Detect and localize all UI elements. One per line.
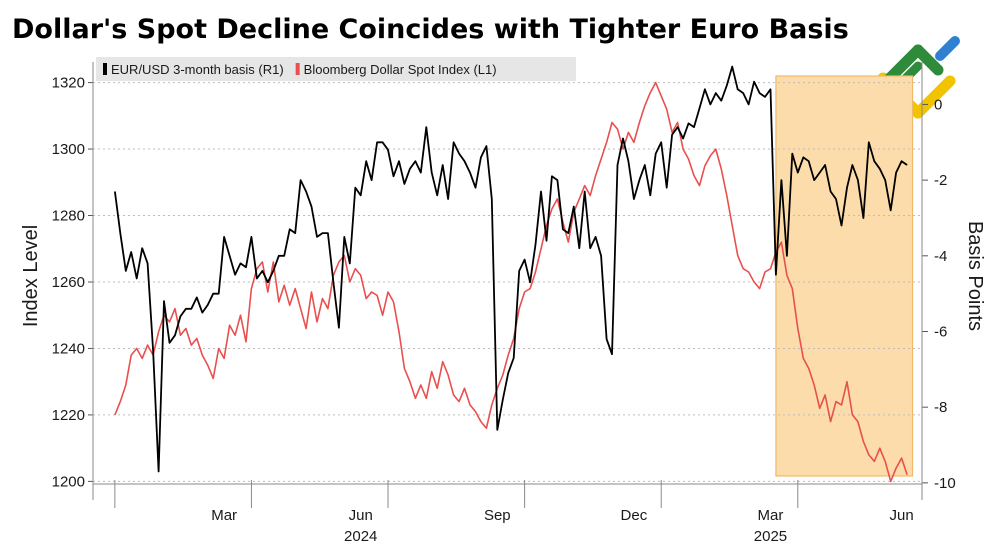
y-tick-label-left: 1280: [52, 208, 85, 225]
y-tick-label-left: 1260: [52, 274, 85, 291]
logo-yellow-stroke: [912, 75, 956, 119]
y-axis-left-title: Index Level: [20, 225, 42, 327]
legend-swatch: [103, 63, 107, 75]
chart-title: Dollar's Spot Decline Coincides with Tig…: [12, 14, 849, 45]
x-tick-label: Dec: [621, 507, 648, 524]
logo-green-stroke: [912, 44, 944, 76]
y-tick-label-right: -10: [934, 475, 956, 492]
y-tick-label-right: -6: [934, 323, 947, 340]
y-tick-label-left: 1300: [52, 141, 85, 158]
y-axis-right-title: Basis Points: [964, 221, 986, 331]
plot-area: [88, 62, 928, 508]
legend-label: Bloomberg Dollar Spot Index (L1): [304, 62, 497, 77]
x-year-label: 2025: [754, 528, 787, 545]
legend-background: [96, 57, 576, 81]
legend-swatch: [295, 63, 300, 75]
y-tick-label-left: 1240: [52, 340, 85, 357]
x-year-label: 2024: [344, 528, 377, 545]
x-tick-label: Jun: [890, 507, 914, 524]
y-tick-label-left: 1320: [52, 75, 85, 92]
x-tick-label: Jun: [349, 507, 373, 524]
legend: EUR/USD 3-month basis (R1) Bloomberg Doll…: [96, 57, 576, 81]
series-line-eurusd-basis: [114, 65, 908, 473]
x-tick-label: Mar: [211, 507, 237, 524]
legend-label: EUR/USD 3-month basis (R1): [111, 62, 284, 77]
shaded-region: [775, 75, 914, 477]
y-tick-label-right: -8: [934, 399, 947, 416]
y-tick-label-right: -4: [934, 248, 947, 265]
x-tick-label: Sep: [484, 507, 511, 524]
y-tick-label-left: 1200: [52, 473, 85, 490]
y-tick-label-left: 1220: [52, 407, 85, 424]
logo-blue-stroke: [935, 36, 960, 61]
y-tick-label-right: 0: [934, 96, 942, 113]
y-tick-label-right: -2: [934, 172, 947, 189]
x-tick-label: Mar: [758, 507, 784, 524]
